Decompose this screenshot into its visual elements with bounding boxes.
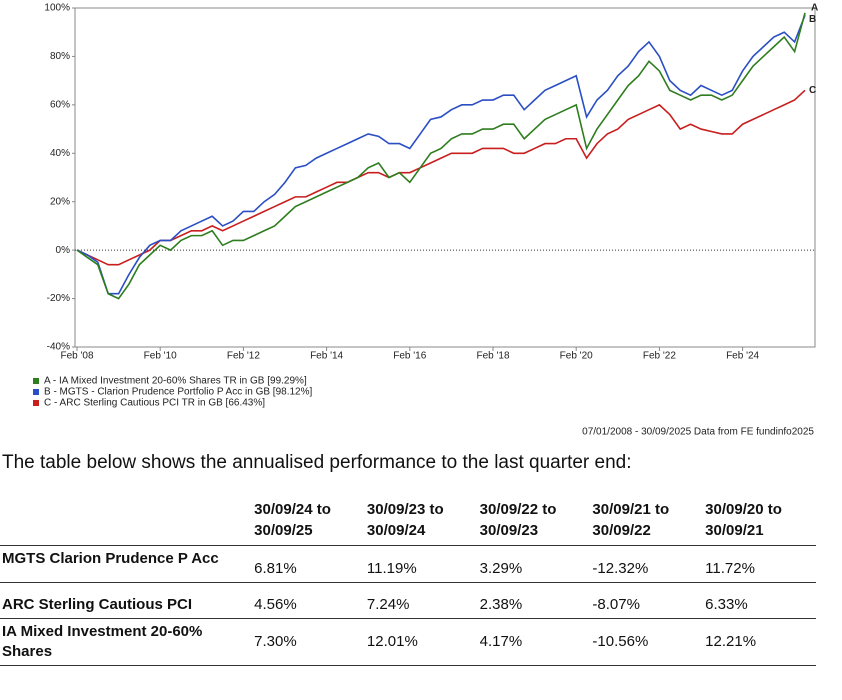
- y-tick-label: 0%: [56, 245, 71, 256]
- table-row: IA Mixed Investment 20-60% Shares 7.30% 12…: [0, 619, 816, 666]
- series-line: [76, 14, 806, 295]
- fund-name: MGTS Clarion Prudence P Acc: [2, 550, 219, 567]
- x-tick-label: Feb '12: [227, 351, 260, 362]
- performance-value: 7.30%: [254, 633, 297, 650]
- performance-value: -8.07%: [592, 596, 640, 613]
- source: 07/01/2008 - 30/09/2025 Data from FE fun…: [582, 427, 814, 438]
- legend-label: C - ARC Sterling Cautious PCI TR in GB […: [44, 398, 265, 409]
- end-label: B: [809, 14, 816, 25]
- fund-name: IA Mixed Investment 20-60% Shares: [2, 623, 203, 660]
- performance-value: 7.24%: [366, 596, 410, 613]
- y-tick-label: 20%: [50, 196, 70, 207]
- header-cell: 30/09/20 to 30/09/21: [705, 501, 782, 539]
- performance-value: 4.56%: [254, 596, 297, 613]
- header-row: 30/09/24 to 30/09/25 30/09/23 to 30/09/24…: [0, 495, 816, 546]
- header-cell: 30/09/21 to 30/09/22: [592, 501, 670, 539]
- table-row: MGTS Clarion Prudence P Acc 6.81% 11.19% 3.…: [0, 546, 816, 583]
- y-tick-label: 80%: [50, 51, 70, 62]
- performance-table: 30/09/24 to 30/09/25 30/09/23 to 30/09/24…: [0, 495, 816, 666]
- performance-value: -10.56%: [592, 633, 649, 650]
- x-tick-label: Feb '18: [476, 351, 509, 362]
- series-line: [76, 12, 806, 300]
- header-cell: [0, 495, 252, 546]
- performance-value: 11.19%: [366, 560, 417, 577]
- performance-value: 6.33%: [705, 596, 748, 613]
- performance-value: 11.72%: [705, 560, 755, 577]
- performance-value: -12.32%: [592, 560, 649, 577]
- chart: 07/01/2008 - 30/09/2025 Data from FE fun…: [33, 2, 818, 438]
- performance-value: 2.38%: [479, 596, 523, 613]
- legend-label: A - IA Mixed Investment 20-60% Shares TR…: [44, 376, 307, 387]
- header-cell: 30/09/24 to 30/09/25: [254, 501, 331, 539]
- x-tick-label: Feb '22: [643, 351, 676, 362]
- y-tick-label: -20%: [47, 293, 70, 304]
- x-tick-label: Feb '14: [310, 351, 343, 362]
- y-tick-label: 100%: [44, 3, 70, 14]
- x-tick-label: Feb '08: [60, 351, 93, 362]
- header-cell: 30/09/23 to 30/09/24: [366, 501, 444, 539]
- header-cell: 30/09/22 to 30/09/23: [479, 501, 557, 539]
- performance-value: 12.01%: [366, 633, 418, 650]
- y-tick-label: -40%: [47, 342, 70, 353]
- legend-swatch: [33, 378, 39, 384]
- performance-value: 4.17%: [479, 633, 523, 650]
- x-tick-label: Feb '16: [393, 351, 426, 362]
- legend-swatch: [33, 389, 39, 395]
- end-label: A: [811, 2, 818, 13]
- end-label: C: [809, 85, 816, 96]
- performance-value: 12.21%: [705, 633, 757, 650]
- y-tick-label: 60%: [50, 99, 70, 110]
- intro-text: The table below shows the annualised per…: [2, 452, 632, 473]
- legend-swatch: [33, 400, 39, 406]
- performance-value: 6.81%: [254, 560, 297, 577]
- x-tick-label: Feb '20: [560, 351, 593, 362]
- series-line: [76, 89, 806, 266]
- x-tick-label: Feb '24: [726, 351, 759, 362]
- legend-label: B - MGTS - Clarion Prudence Portfolio P …: [44, 387, 312, 398]
- y-tick-label: 40%: [50, 148, 70, 159]
- plot-frame: [74, 7, 816, 348]
- fund-name: ARC Sterling Cautious PCI: [2, 596, 193, 613]
- performance-value: 3.29%: [479, 560, 523, 577]
- x-tick-label: Feb '10: [144, 351, 177, 362]
- table-row: ARC Sterling Cautious PCI 4.56% 7.24% 2.38%…: [0, 583, 816, 619]
